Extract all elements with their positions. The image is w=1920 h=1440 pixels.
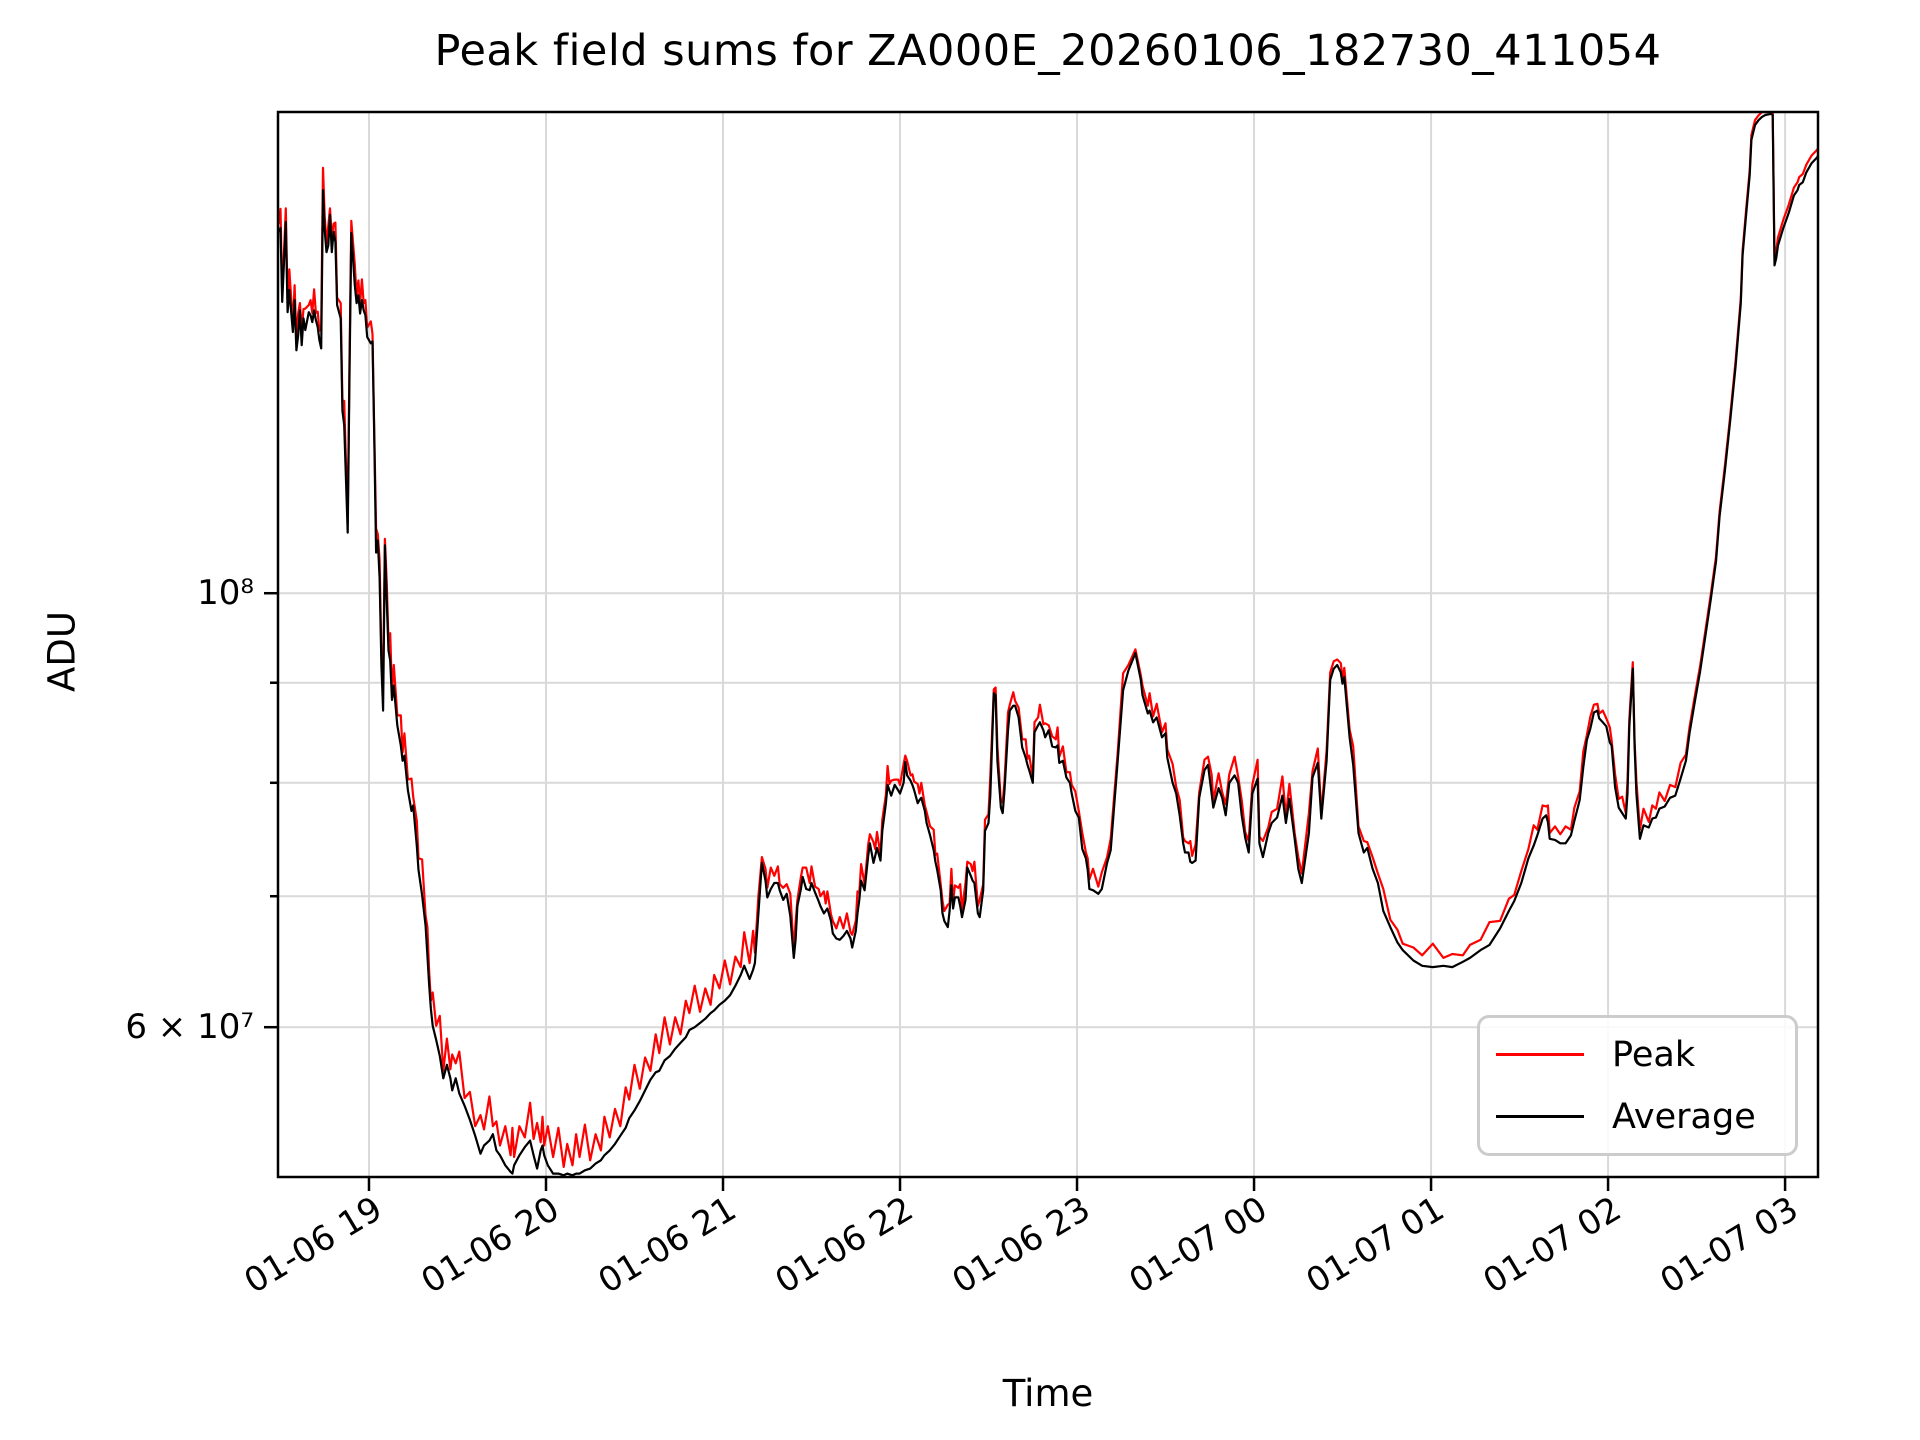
peak-line-sample — [1496, 1053, 1584, 1056]
plot-border — [276, 110, 1820, 1179]
legend-label-peak: Peak — [1612, 1034, 1696, 1075]
legend-item-average: Average — [1496, 1097, 1779, 1137]
average-line-sample — [1496, 1115, 1584, 1118]
legend-item-peak: Peak — [1496, 1035, 1779, 1075]
series-line-average — [278, 112, 1818, 1177]
chart-title: Peak field sums for ZA000E_20260106_1827… — [434, 26, 1662, 76]
y-tick-label-6e7: 6 × 10⁷ — [125, 1007, 254, 1048]
series-line-peak — [278, 112, 1818, 1169]
y-axis-label: ADU — [40, 611, 84, 692]
legend: Peak Average — [1477, 1015, 1798, 1156]
y-tick-label-1e8: 10⁸ — [197, 573, 254, 614]
x-axis-label: Time — [1002, 1372, 1094, 1415]
legend-label-average: Average — [1612, 1096, 1756, 1137]
